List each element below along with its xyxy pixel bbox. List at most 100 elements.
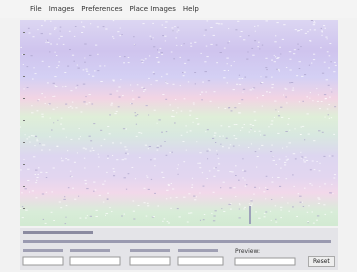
noise-speck [130,85,131,86]
noise-speck [316,88,317,89]
noise-speck [107,199,108,200]
noise-speck [287,203,288,204]
noise-speck [165,99,167,100]
noise-speck [254,187,256,188]
noise-speck [149,55,150,56]
noise-speck [77,152,78,153]
noise-speck [242,78,244,79]
noise-speck [283,95,284,96]
noise-speck [313,22,315,23]
noise-speck [230,209,232,210]
noise-speck [23,64,24,65]
menu-item[interactable]: Place Images [129,5,175,13]
noise-speck [308,205,310,206]
noise-speck [33,135,35,136]
noise-speck [161,132,163,133]
noise-speck [247,52,248,53]
noise-speck [175,99,176,100]
input-box[interactable] [130,257,170,265]
noise-speck [227,63,228,64]
noise-speck [47,82,49,83]
noise-speck [191,187,193,188]
noise-speck [92,148,93,149]
noise-speck [56,44,57,45]
noise-speck [212,138,214,139]
noise-speck [239,78,241,79]
menu-item[interactable]: File [30,5,42,13]
noise-speck [282,39,284,40]
noise-speck [286,67,287,68]
noise-speck [86,71,88,72]
noise-speck [296,75,298,76]
input-box[interactable] [23,257,63,265]
noise-speck [132,99,134,100]
noise-speck [167,221,169,222]
noise-speck [81,22,82,23]
noise-speck [161,54,163,55]
status-line [23,249,63,252]
menu-item[interactable]: Images [49,5,75,13]
noise-speck [134,44,135,45]
noise-speck [208,80,210,81]
noise-speck [321,101,323,102]
status-line [23,240,331,243]
noise-speck [275,222,277,223]
noise-speck [94,70,96,71]
noise-speck [157,206,159,207]
noise-speck [185,125,186,126]
noise-speck [266,20,268,21]
noise-speck [253,87,255,88]
noise-speck [197,123,199,124]
noise-speck [43,219,44,220]
noise-speck [215,142,216,143]
preview-box[interactable] [235,258,295,265]
noise-speck [312,212,313,213]
noise-speck [303,160,305,161]
menu-item[interactable]: Preferences [81,5,122,13]
noise-speck [45,42,46,43]
noise-speck [22,217,24,218]
noise-speck [25,134,26,135]
noise-speck [52,191,53,192]
noise-speck [65,158,66,159]
noise-speck [295,158,297,159]
noise-speck [304,157,306,158]
noise-speck [325,214,327,215]
noise-speck [329,97,331,98]
noise-speck [154,158,156,159]
input-box[interactable] [178,257,223,265]
noise-speck [274,117,275,118]
noise-speck [310,92,311,93]
side-tick [23,208,25,209]
noise-speck [157,123,158,124]
noise-speck [190,130,192,131]
input-box[interactable] [70,257,120,265]
noise-speck [301,127,302,128]
noise-speck [162,94,164,95]
menu-item[interactable]: Help [183,5,199,13]
noise-speck [70,139,72,140]
noise-speck [70,171,71,172]
noise-speck [257,156,259,157]
noise-speck [254,111,256,112]
noise-speck [35,73,37,74]
noise-speck [334,62,336,63]
noise-speck [284,164,286,165]
noise-speck [215,210,217,211]
noise-speck [124,177,126,178]
noise-speck [279,47,281,48]
noise-speck [89,136,91,137]
noise-speck [78,138,80,139]
noise-speck [28,136,30,137]
noise-speck [50,118,51,119]
noise-speck [318,199,320,200]
noise-speck [318,130,320,131]
noise-speck [65,104,67,105]
noise-speck [116,91,118,92]
noise-speck [201,53,202,54]
noise-speck [85,69,87,70]
noise-speck [229,171,231,172]
reset-button[interactable]: Reset [308,256,335,267]
noise-speck [31,135,33,136]
noise-speck [84,27,85,28]
